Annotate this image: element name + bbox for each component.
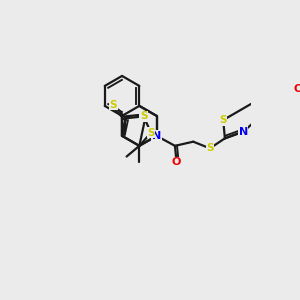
Text: O: O <box>172 158 181 167</box>
Text: N: N <box>238 127 248 137</box>
Text: S: S <box>206 143 214 153</box>
Text: S: S <box>220 115 227 125</box>
Text: O: O <box>293 84 300 94</box>
Text: N: N <box>152 131 161 141</box>
Text: S: S <box>147 128 155 138</box>
Text: S: S <box>140 111 147 122</box>
Text: S: S <box>110 100 117 110</box>
